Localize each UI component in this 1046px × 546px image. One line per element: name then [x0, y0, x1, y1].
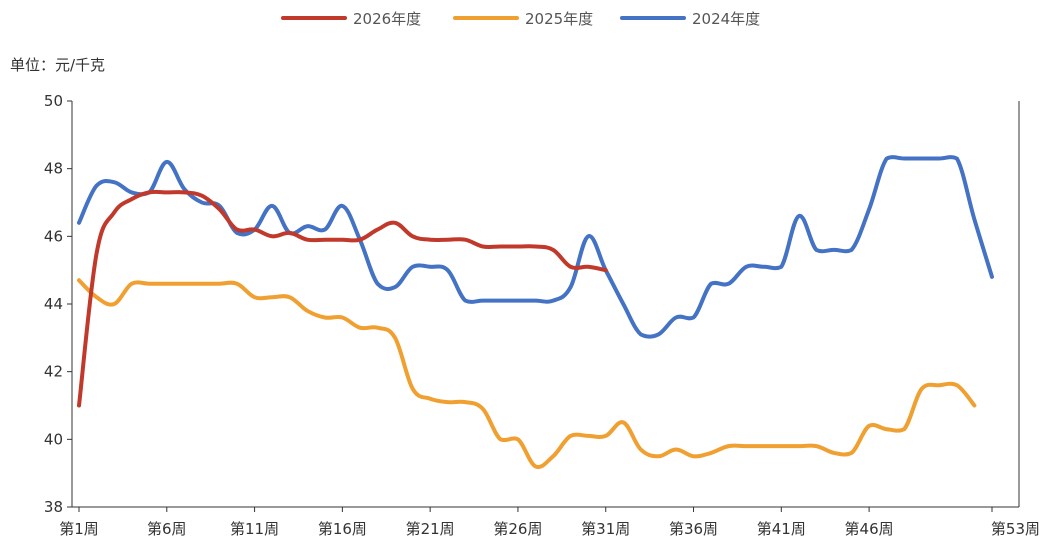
legend-label: 2025年度 — [525, 10, 593, 28]
y-tick-label: 42 — [44, 363, 63, 381]
y-tick-label: 40 — [44, 430, 63, 448]
y-axis-unit-label: 单位：元/千克 — [10, 56, 105, 74]
x-axis-ticks: 第1周 第6周 第11周 第16周 第21周 第26周 第31周 第36周 第41周 第46周 第5… — [59, 507, 1040, 538]
x-tick-label: 第26周 — [493, 520, 542, 538]
y-tick-label: 50 — [44, 92, 63, 110]
x-tick-label: 第6周 — [147, 520, 187, 538]
x-tick-label: 第46周 — [845, 520, 894, 538]
y-axis-ticks: 38 40 42 44 46 48 50 — [44, 92, 72, 516]
x-tick-label: 第36周 — [669, 520, 718, 538]
x-tick-label: 第21周 — [406, 520, 455, 538]
series-line-2026年度 — [77, 189, 608, 408]
x-tick-label: 第31周 — [581, 520, 630, 538]
y-tick-label: 38 — [44, 498, 63, 516]
legend-label: 2024年度 — [692, 10, 760, 28]
series-line-2025年度 — [77, 278, 977, 470]
x-tick-label: 第1周 — [59, 520, 99, 538]
series-lines — [77, 155, 994, 470]
chart-axes — [71, 101, 1020, 508]
y-tick-label: 44 — [44, 295, 63, 313]
x-tick-label: 第11周 — [230, 520, 279, 538]
y-tick-label: 46 — [44, 227, 63, 245]
x-tick-label: 第16周 — [318, 520, 367, 538]
y-tick-label: 48 — [44, 160, 63, 178]
x-tick-label: 第41周 — [757, 520, 806, 538]
chart-legend: 2026年度 2025年度 2024年度 — [281, 10, 760, 28]
x-tick-label: 第53周 — [991, 520, 1040, 538]
legend-label: 2026年度 — [353, 10, 421, 28]
